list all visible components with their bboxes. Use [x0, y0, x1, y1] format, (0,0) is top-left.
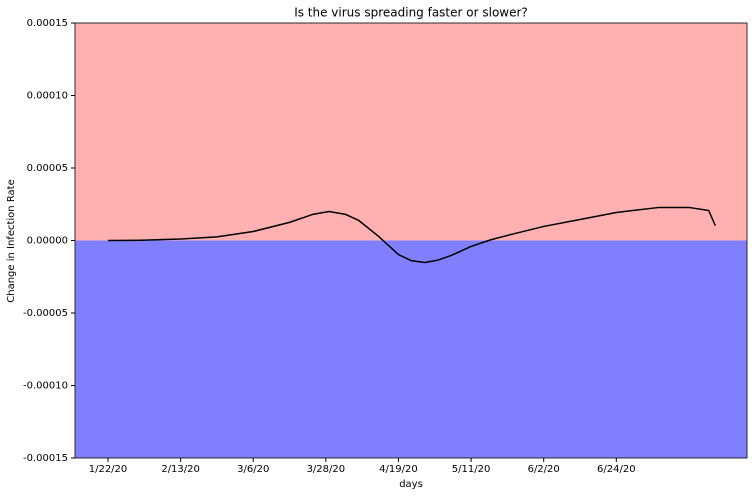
x-axis-label: days: [399, 479, 423, 490]
y-tick-label: -0.00015: [23, 453, 68, 464]
x-tick-label: 6/2/20: [528, 464, 560, 475]
negative-region: [75, 240, 747, 458]
y-tick-label: 0.00015: [27, 18, 68, 29]
x-tick-label: 5/11/20: [452, 464, 491, 475]
x-tick-label: 3/6/20: [237, 464, 269, 475]
x-tick-label: 2/13/20: [161, 464, 200, 475]
plot-frame: [74, 22, 748, 459]
chart-title: Is the virus spreading faster or slower?: [294, 6, 528, 20]
x-tick-label: 1/22/20: [89, 464, 128, 475]
y-tick-label: -0.00005: [23, 308, 68, 319]
y-tick-label: 0.00005: [27, 163, 68, 174]
x-tick-label: 6/24/20: [597, 464, 636, 475]
y-tick-label: 0.00010: [27, 91, 68, 102]
y-tick-label: 0.00000: [27, 236, 68, 247]
x-tick-label: 3/28/20: [307, 464, 346, 475]
x-tick-label: 4/19/20: [379, 464, 418, 475]
y-tick-label: -0.00010: [23, 381, 68, 392]
positive-region: [75, 23, 747, 241]
data-line: [108, 206, 716, 264]
y-axis-label: Change in Infection Rate: [6, 179, 17, 302]
